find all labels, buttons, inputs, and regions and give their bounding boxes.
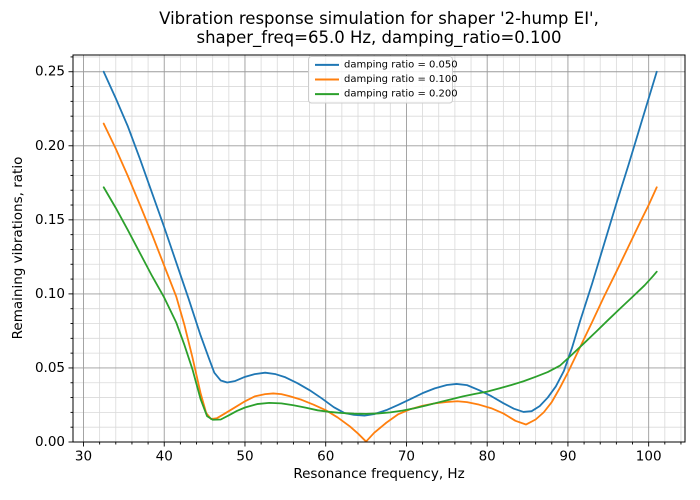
legend-entry-0: damping ratio = 0.050 [315,59,458,70]
x-tick-label: 30 [75,449,92,465]
legend-label: damping ratio = 0.100 [344,74,458,85]
x-tick-label: 70 [398,449,415,465]
chart-title-line1: Vibration response simulation for shaper… [159,9,599,28]
x-tick-label: 40 [156,449,173,465]
y-tick-label: 0.20 [35,138,65,154]
series-line-1 [102,122,658,443]
y-axis-label: Remaining vibrations, ratio [10,156,26,340]
x-axis-label: Resonance frequency, Hz [293,466,465,482]
legend: damping ratio = 0.050 damping ratio = 0.1… [308,56,458,104]
legend-label: damping ratio = 0.050 [344,59,458,70]
chart-title-line2: shaper_freq=65.0 Hz, damping_ratio=0.100 [196,28,562,47]
chart-title: Vibration response simulation for shaper… [159,9,599,47]
grid-minor [73,55,685,442]
y-tick-label: 0.05 [35,360,65,376]
legend-entry-1: damping ratio = 0.100 [315,74,458,85]
y-tick-label: 0.25 [35,64,65,80]
y-tick-label: 0.00 [35,434,65,450]
legend-label: damping ratio = 0.200 [344,89,458,100]
axes-spine [72,54,686,443]
legend-box [308,56,453,104]
legend-entry-2: damping ratio = 0.200 [315,89,458,100]
grid-major [73,55,685,443]
y-tick-label: 0.15 [35,212,65,228]
axis-ticks [68,56,682,447]
x-tick-label: 80 [479,449,496,465]
series-line-2 [102,186,658,421]
x-tick-label: 90 [559,449,576,465]
series-line-0 [102,70,658,417]
x-tick-label: 100 [636,449,662,465]
x-tick-label: 50 [236,449,253,465]
y-tick-label: 0.10 [35,286,65,302]
x-tick-label: 60 [317,449,334,465]
